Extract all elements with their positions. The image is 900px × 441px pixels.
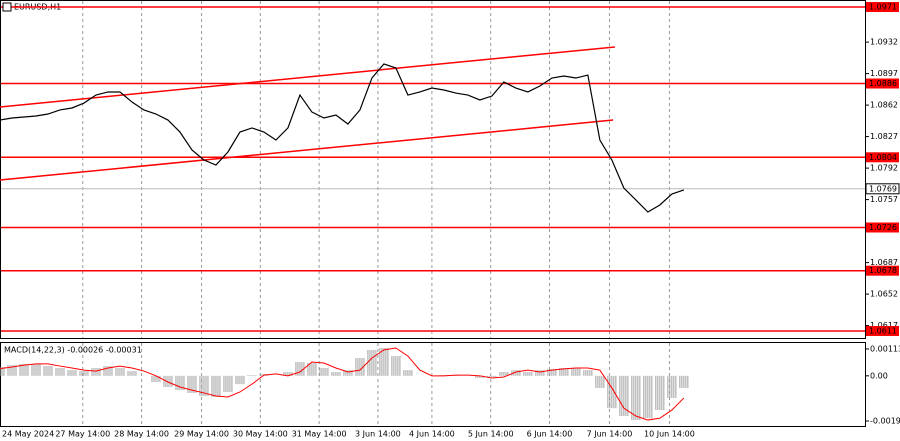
- level-label: 1.0726: [869, 223, 897, 232]
- y-tick-label: 1.0757: [870, 195, 898, 204]
- x-tick-label: 6 Jun 14:00: [527, 430, 573, 439]
- x-tick-label: 7 Jun 14:00: [587, 430, 633, 439]
- x-tick-label: 28 May 14:00: [114, 430, 169, 439]
- x-tick-label: 30 May 14:00: [233, 430, 288, 439]
- level-box: [866, 222, 899, 233]
- macd-title: MACD(14,22,3) -0.00026 -0.00031: [4, 346, 142, 355]
- x-tick-label: 24 May 2024: [2, 430, 54, 439]
- y-tick-label: 1.0862: [870, 101, 898, 110]
- current-price-box: [865, 183, 900, 195]
- current-price-label: 1.0769: [869, 184, 897, 193]
- y-tick-label: 0.00: [870, 371, 888, 380]
- trend-line: [0, 46, 615, 108]
- level-label: 1.0804: [869, 153, 897, 162]
- y-tick-label: 1.0792: [870, 164, 898, 173]
- level-box: [866, 2, 899, 13]
- y-tick-label: 1.0897: [870, 69, 898, 78]
- title-icon: [2, 2, 12, 12]
- x-tick-label: 5 Jun 14:00: [468, 430, 514, 439]
- x-tick-label: 27 May 14:00: [55, 430, 110, 439]
- y-tick-label: 1.0932: [870, 38, 898, 47]
- level-label: 1.0971: [869, 3, 897, 12]
- level-box: [866, 78, 899, 89]
- y-tick-label: 1.0687: [870, 258, 898, 267]
- price-panel: [0, 0, 866, 339]
- price-line: [0, 63, 685, 213]
- level-box: [866, 152, 899, 163]
- trend-line: [0, 119, 614, 181]
- level-label: 1.0886: [869, 79, 897, 88]
- x-tick-label: 10 Jun 14:00: [644, 430, 695, 439]
- y-tick-label: 1.0617: [870, 321, 898, 330]
- y-tick-label: 1.0652: [870, 290, 898, 299]
- y-tick-label: 1.0827: [870, 132, 898, 141]
- macd-panel: [0, 342, 866, 427]
- signal-line: [0, 347, 685, 421]
- y-tick-label: 0.00113: [870, 344, 900, 353]
- level-box: [866, 265, 899, 276]
- x-tick-label: 3 Jun 14:00: [355, 430, 401, 439]
- level-label: 1.0678: [869, 266, 897, 275]
- level-box: [866, 325, 899, 336]
- x-tick-label: 4 Jun 14:00: [409, 430, 455, 439]
- y-tick-label: -0.0019: [870, 417, 900, 426]
- x-tick-label: 31 May 14:00: [292, 430, 347, 439]
- x-tick-label: 29 May 14:00: [174, 430, 229, 439]
- level-label: 1.0611: [869, 326, 897, 335]
